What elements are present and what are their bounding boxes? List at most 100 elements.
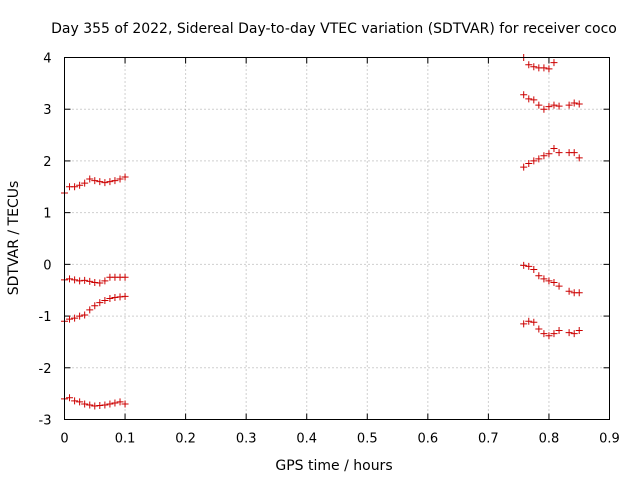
data-point (525, 160, 533, 168)
data-point (96, 299, 104, 307)
data-point (96, 178, 104, 186)
y-tick-label: -1 (39, 310, 52, 325)
data-point (525, 262, 533, 270)
data-point (91, 278, 99, 286)
x-tick-label: 0.6 (417, 432, 438, 447)
data-point (76, 181, 84, 189)
data-point (545, 277, 553, 285)
x-axis-label: GPS time / hours (275, 458, 392, 474)
data-point (565, 101, 573, 109)
y-tick-label: 0 (43, 258, 51, 273)
data-point (535, 155, 543, 163)
data-point (525, 317, 533, 325)
data-point (66, 275, 74, 283)
data-point (71, 397, 79, 405)
data-point (550, 145, 558, 153)
data-point (111, 399, 119, 407)
data-point (121, 292, 129, 300)
data-point (71, 183, 79, 191)
data-point (535, 325, 543, 333)
data-point (575, 154, 583, 162)
data-point (96, 279, 104, 287)
data-point (71, 276, 79, 284)
data-point (81, 276, 89, 284)
data-point (106, 294, 114, 302)
data-point (81, 400, 89, 408)
series-s1 (61, 173, 129, 197)
data-point (81, 179, 89, 187)
data-point (91, 177, 99, 185)
data-point (101, 277, 109, 285)
data-point (76, 312, 84, 320)
y-tick-label: -2 (39, 362, 52, 377)
data-point (555, 149, 563, 157)
data-point (525, 61, 533, 69)
data-point (540, 105, 548, 113)
data-point (565, 329, 573, 337)
x-tick-label: 0.3 (236, 432, 257, 447)
x-tick-label: 0.1 (115, 432, 136, 447)
x-tick-label: 0.2 (175, 432, 196, 447)
data-point (520, 261, 528, 269)
x-tick-label: 0.7 (478, 432, 499, 447)
data-point (86, 306, 94, 314)
data-point (121, 273, 129, 281)
data-point (550, 59, 558, 67)
data-point (86, 277, 94, 285)
x-tick-label: 0.4 (296, 432, 317, 447)
series-s3 (61, 292, 129, 325)
data-point (545, 103, 553, 111)
data-point (575, 327, 583, 335)
data-point (111, 293, 119, 301)
data-point (535, 272, 543, 280)
data-point (96, 402, 104, 410)
y-tick-label: 2 (43, 155, 51, 170)
data-point (520, 320, 528, 328)
data-point (540, 152, 548, 160)
data-point (86, 175, 94, 183)
series-s5 (520, 54, 558, 73)
data-point (101, 401, 109, 409)
data-point (520, 91, 528, 99)
data-point (101, 297, 109, 305)
data-point (81, 311, 89, 319)
x-tick-label: 0 (60, 432, 68, 447)
y-tick-label: 1 (43, 207, 51, 222)
x-tick-label: 0.9 (599, 432, 620, 447)
data-point (76, 277, 84, 285)
data-point (525, 95, 533, 103)
data-point (86, 401, 94, 409)
data-point (550, 330, 558, 338)
data-point (66, 315, 74, 323)
data-point (550, 101, 558, 109)
data-point (555, 282, 563, 290)
data-point (530, 157, 538, 165)
data-point (66, 394, 74, 402)
y-tick-label: 4 (43, 52, 51, 67)
data-point (106, 400, 114, 408)
data-point (76, 398, 84, 406)
data-point (550, 278, 558, 286)
data-point (575, 100, 583, 108)
y-tick-labels: -3 -2 -1 0 1 2 3 4 (39, 52, 52, 429)
data-point (530, 266, 538, 274)
y-tick-label: 3 (43, 103, 51, 118)
axis-ticks (64, 57, 610, 420)
data-point (116, 398, 124, 406)
data-point (540, 64, 548, 72)
data-point (530, 63, 538, 71)
data-point (555, 327, 563, 335)
data-point (570, 99, 578, 107)
series-s6 (520, 91, 583, 113)
data-point (530, 96, 538, 104)
data-point (116, 293, 124, 301)
x-tick-label: 0.5 (357, 432, 378, 447)
data-point (570, 330, 578, 338)
data-point (570, 149, 578, 157)
data-point (106, 178, 114, 186)
data-point (101, 179, 109, 187)
series-s9 (520, 317, 583, 340)
data-point (71, 314, 79, 322)
chart-title: Day 355 of 2022, Sidereal Day-to-day VTE… (51, 21, 617, 37)
